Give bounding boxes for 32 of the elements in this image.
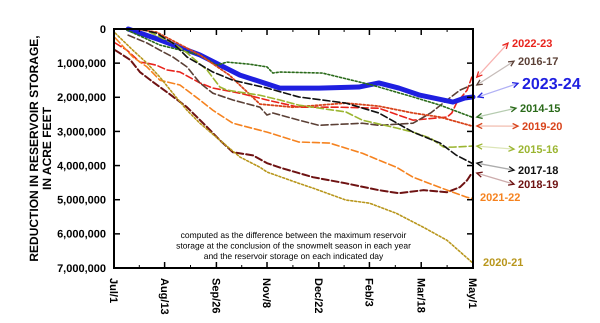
- x-tick-label: Aug/13: [158, 278, 170, 315]
- legend-label: 2017-18: [518, 165, 558, 177]
- legend-label: 2016-17: [518, 56, 558, 68]
- x-tick-label: Dec/22: [312, 278, 324, 314]
- line-series: [148, 31, 473, 148]
- x-tick-label: Mar/18: [414, 278, 426, 313]
- legend-label: 2022-23: [512, 38, 552, 50]
- legend-label: 2018-19: [518, 179, 558, 191]
- y-tick-label: 3,000,000: [57, 126, 106, 138]
- x-tick-label: Jul/1: [107, 278, 120, 304]
- legend-label: 2014-15: [520, 103, 560, 115]
- y-tick-label: 0: [100, 24, 106, 36]
- legend-label: 2023-24: [522, 76, 581, 93]
- y-tick-label: 7,000,000: [57, 262, 106, 275]
- series-label: 2021-22: [480, 192, 520, 204]
- x-tick-label: May/1: [466, 278, 478, 309]
- legend-label: 2019-20: [522, 121, 562, 133]
- line-series: [114, 42, 473, 121]
- series-label: 2020-21: [483, 257, 524, 269]
- x-tick-label: Sep/26: [210, 278, 222, 314]
- y-tick-label: 2,000,000: [57, 92, 106, 104]
- annotation: computed as the difference between the maximum reservoir storage at the conclusion of the snowmelt season in each year and the reservoir storage on each indicated day: [176, 230, 412, 261]
- y-tick-label: 6,000,000: [57, 228, 106, 241]
- y-tick-label: 1,000,000: [57, 58, 106, 70]
- y-axis-title: REDUCTION IN RESERVOIR STORAGE, IN ACRE FEET: [27, 35, 54, 262]
- x-tick-label: Nov/8: [260, 278, 272, 308]
- y-tick-label: 4,000,000: [57, 160, 106, 172]
- legend-label: 2015-16: [518, 144, 558, 156]
- y-tick-label: 5,000,000: [57, 194, 106, 207]
- line-series: [139, 28, 473, 164]
- line-series: [114, 32, 473, 263]
- x-tick-label: Feb/3: [362, 278, 375, 307]
